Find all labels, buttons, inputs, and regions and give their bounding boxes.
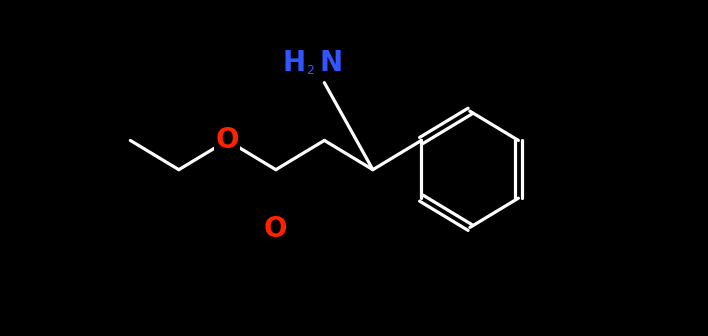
Text: $_{2}$: $_{2}$ (306, 59, 315, 77)
Text: O: O (215, 126, 239, 155)
Text: H: H (282, 49, 306, 77)
Text: O: O (264, 215, 287, 243)
Text: N: N (320, 49, 343, 77)
